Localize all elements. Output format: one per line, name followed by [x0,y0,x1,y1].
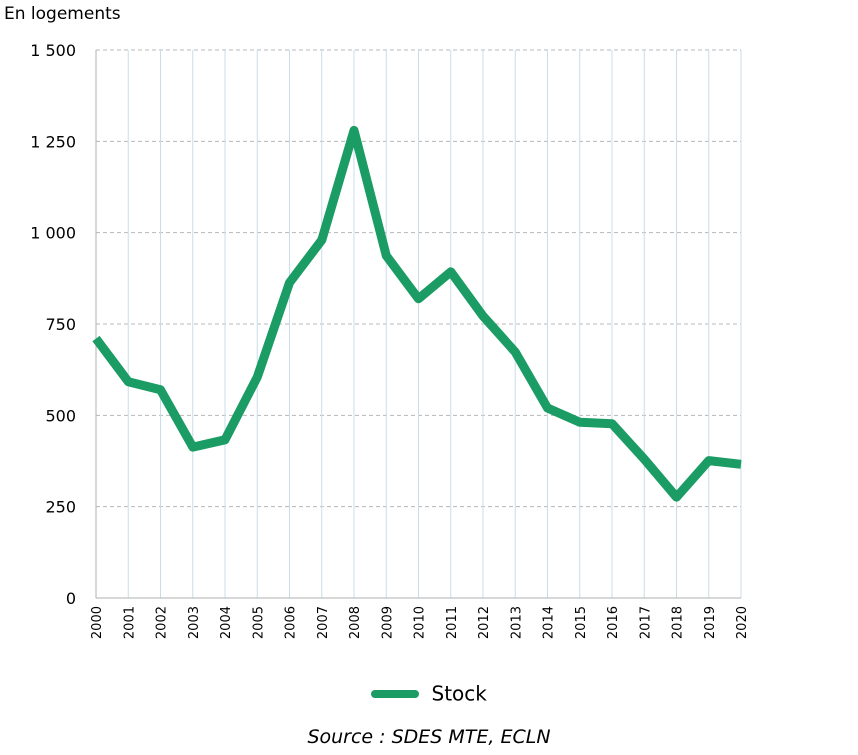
x-tick-label: 2017 [638,606,653,639]
y-tick-label: 500 [45,406,76,425]
x-tick-label: 2004 [219,606,234,639]
y-tick-label: 1 000 [30,224,76,243]
x-tick-label: 2018 [671,606,686,639]
x-tick-label: 2010 [413,606,428,639]
x-tick-label: 2008 [348,606,363,639]
x-tick-label: 2020 [735,606,750,639]
x-tick-label: 2013 [509,606,524,639]
x-tick-label: 2000 [90,606,105,639]
x-tick-label: 2005 [251,606,266,639]
x-tick-label: 2014 [542,606,557,639]
x-tick-label: 2006 [284,606,299,639]
x-tick-labels: 2000 2001 2002 2003 2004 2005 2006 2007 2008 2009… [90,606,750,639]
x-tick-label: 2016 [606,606,621,639]
legend-swatch-stock [371,689,420,698]
y-axis-label: En logements [4,4,121,24]
x-tick-label: 2012 [477,606,492,639]
y-tick-label: 0 [66,589,76,608]
x-tick-label: 2015 [574,606,589,639]
y-tick-label: 1 250 [30,132,76,151]
legend: Stock [0,680,858,706]
series-lines [92,125,742,502]
series-line-stock [92,125,742,502]
source-note: Source : SDES MTE, ECLN [307,726,551,748]
x-tick-label: 2009 [380,606,395,639]
x-tick-label: 2011 [445,606,460,639]
axes [95,50,741,599]
x-tick-label: 2007 [316,606,331,639]
y-tick-label: 1 500 [30,41,76,60]
x-tick-label: 2002 [155,606,170,639]
x-gridlines [127,50,742,598]
y-tick-label: 750 [45,315,76,334]
legend-label-stock: Stock [431,681,487,706]
x-tick-label: 2019 [703,606,718,639]
x-tick-label: 2003 [187,606,202,639]
y-tick-label: 250 [45,498,76,517]
x-tick-label: 2001 [122,606,137,639]
y-tick-labels: 0 250 500 750 1 000 1 250 1 500 [30,41,76,608]
